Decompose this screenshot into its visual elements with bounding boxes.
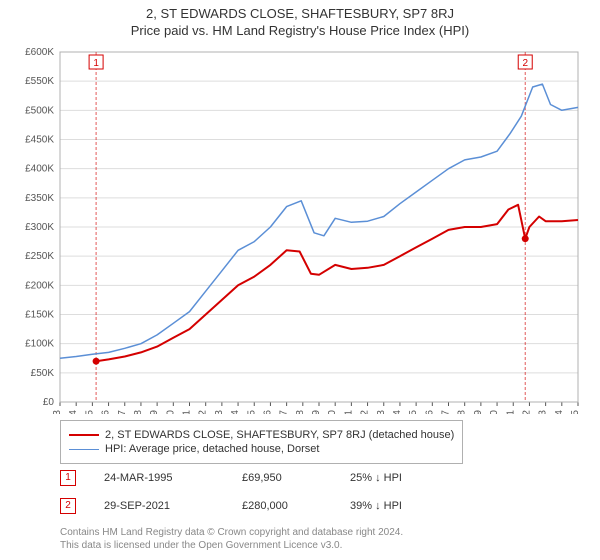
transaction-price: £69,950	[242, 472, 322, 484]
svg-text:2009: 2009	[311, 410, 322, 414]
svg-text:2002: 2002	[198, 410, 209, 414]
svg-text:1997: 1997	[117, 410, 128, 414]
footer-line-1: Contains HM Land Registry data © Crown c…	[60, 526, 403, 539]
svg-text:£450K: £450K	[25, 135, 54, 146]
footer-attribution: Contains HM Land Registry data © Crown c…	[60, 526, 403, 552]
legend-swatch	[69, 434, 99, 436]
svg-text:2020: 2020	[489, 410, 500, 414]
svg-text:£500K: £500K	[25, 105, 54, 116]
svg-text:£150K: £150K	[25, 310, 54, 321]
footer-line-2: This data is licensed under the Open Gov…	[60, 539, 403, 552]
svg-text:2015: 2015	[408, 410, 419, 414]
svg-text:2014: 2014	[392, 410, 403, 414]
chart-title-main: 2, ST EDWARDS CLOSE, SHAFTESBURY, SP7 8R…	[0, 6, 600, 21]
svg-text:£300K: £300K	[25, 222, 54, 233]
svg-text:2010: 2010	[327, 410, 338, 414]
transaction-date: 24-MAR-1995	[104, 472, 214, 484]
svg-text:2019: 2019	[473, 410, 484, 414]
svg-text:2018: 2018	[457, 410, 468, 414]
svg-text:2005: 2005	[246, 410, 257, 414]
svg-text:£50K: £50K	[31, 368, 55, 379]
svg-text:2013: 2013	[376, 410, 387, 414]
svg-text:1995: 1995	[84, 410, 95, 414]
svg-text:2017: 2017	[441, 410, 452, 414]
transaction-badge: 2	[60, 498, 76, 514]
legend-label: HPI: Average price, detached house, Dors…	[105, 443, 319, 455]
svg-text:1993: 1993	[52, 410, 63, 414]
svg-text:2000: 2000	[165, 410, 176, 414]
svg-text:1996: 1996	[101, 410, 112, 414]
svg-text:£200K: £200K	[25, 280, 54, 291]
svg-text:2023: 2023	[538, 410, 549, 414]
chart-title-sub: Price paid vs. HM Land Registry's House …	[0, 23, 600, 38]
svg-text:2003: 2003	[214, 410, 225, 414]
transaction-price: £280,000	[242, 500, 322, 512]
svg-text:2025: 2025	[570, 410, 581, 414]
svg-text:£0: £0	[43, 397, 55, 408]
svg-text:1999: 1999	[149, 410, 160, 414]
svg-text:2024: 2024	[554, 410, 565, 414]
svg-text:2006: 2006	[262, 410, 273, 414]
transaction-pct: 39% ↓ HPI	[350, 500, 402, 512]
price-chart: £0 £50K £100K £150K £200K £250K £300K £350K £400…	[0, 44, 600, 414]
svg-text:2: 2	[522, 58, 528, 69]
svg-text:£400K: £400K	[25, 164, 54, 175]
svg-text:2016: 2016	[424, 410, 435, 414]
legend-swatch	[69, 449, 99, 450]
svg-text:2022: 2022	[521, 410, 532, 414]
svg-text:£100K: £100K	[25, 339, 54, 350]
transaction-badge: 1	[60, 470, 76, 486]
transaction-row: 2 29-SEP-2021 £280,000 39% ↓ HPI	[60, 498, 402, 514]
svg-text:£250K: £250K	[25, 251, 54, 262]
legend: 2, ST EDWARDS CLOSE, SHAFTESBURY, SP7 8R…	[60, 420, 463, 464]
svg-text:£350K: £350K	[25, 193, 54, 204]
svg-text:1994: 1994	[68, 410, 79, 414]
svg-text:2001: 2001	[182, 410, 193, 414]
svg-text:2004: 2004	[230, 410, 241, 414]
legend-item: HPI: Average price, detached house, Dors…	[69, 443, 454, 455]
legend-item: 2, ST EDWARDS CLOSE, SHAFTESBURY, SP7 8R…	[69, 429, 454, 441]
svg-text:1: 1	[93, 58, 99, 69]
svg-text:1998: 1998	[133, 410, 144, 414]
legend-label: 2, ST EDWARDS CLOSE, SHAFTESBURY, SP7 8R…	[105, 429, 454, 441]
svg-text:2007: 2007	[279, 410, 290, 414]
svg-text:£550K: £550K	[25, 76, 54, 87]
svg-text:£600K: £600K	[25, 47, 54, 58]
svg-text:2012: 2012	[360, 410, 371, 414]
transaction-row: 1 24-MAR-1995 £69,950 25% ↓ HPI	[60, 470, 402, 486]
svg-text:2008: 2008	[295, 410, 306, 414]
transaction-pct: 25% ↓ HPI	[350, 472, 402, 484]
svg-text:2011: 2011	[343, 410, 354, 414]
transaction-date: 29-SEP-2021	[104, 500, 214, 512]
svg-text:2021: 2021	[505, 410, 516, 414]
